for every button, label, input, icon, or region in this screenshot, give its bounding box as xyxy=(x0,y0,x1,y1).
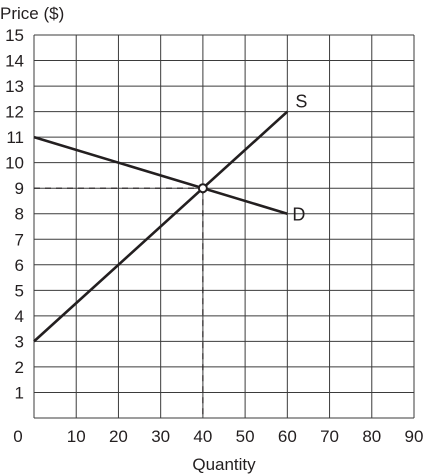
y-tick-label: 7 xyxy=(15,230,24,249)
y-tick-label: 3 xyxy=(15,332,24,351)
x-tick-label: 30 xyxy=(151,427,170,446)
x-tick-label: 50 xyxy=(236,427,255,446)
y-tick-label: 5 xyxy=(15,281,24,300)
x-tick-label: 10 xyxy=(67,427,86,446)
curve-label-d: D xyxy=(292,205,305,225)
y-tick-label: 15 xyxy=(5,26,24,45)
equilibrium-guides xyxy=(34,187,204,418)
y-tick-label: 12 xyxy=(5,103,24,122)
y-tick-label: 11 xyxy=(6,128,24,147)
y-tick-label: 13 xyxy=(5,77,24,96)
curves: SD xyxy=(33,92,307,343)
x-tick-label: 20 xyxy=(109,427,128,446)
y-tick-label: 1 xyxy=(15,383,24,402)
y-tick-label: 6 xyxy=(15,256,24,275)
equilibrium-point xyxy=(197,183,208,194)
y-tick-label: 2 xyxy=(15,358,24,377)
x-tick-label: 0 xyxy=(13,427,22,446)
x-tick-label: 60 xyxy=(278,427,297,446)
x-tick-label: 70 xyxy=(320,427,339,446)
x-tick-label: 90 xyxy=(405,427,424,446)
curve-s xyxy=(33,110,289,343)
x-axis-title: Quantity xyxy=(192,455,256,474)
y-tick-label: 8 xyxy=(15,205,24,224)
x-tick-label: 40 xyxy=(193,427,212,446)
y-tick-label: 9 xyxy=(15,179,24,198)
x-axis-ticks: 0 10 20 30 40 50 60 70 80 90 xyxy=(13,427,423,446)
y-tick-label: 14 xyxy=(5,52,24,71)
curve-label-s: S xyxy=(295,92,307,112)
x-tick-label: 80 xyxy=(362,427,381,446)
y-axis-title: Price ($) xyxy=(0,4,64,23)
y-tick-label: 10 xyxy=(5,154,24,173)
grid xyxy=(33,34,415,419)
y-tick-label: 4 xyxy=(15,307,24,326)
curve-d xyxy=(33,135,288,215)
